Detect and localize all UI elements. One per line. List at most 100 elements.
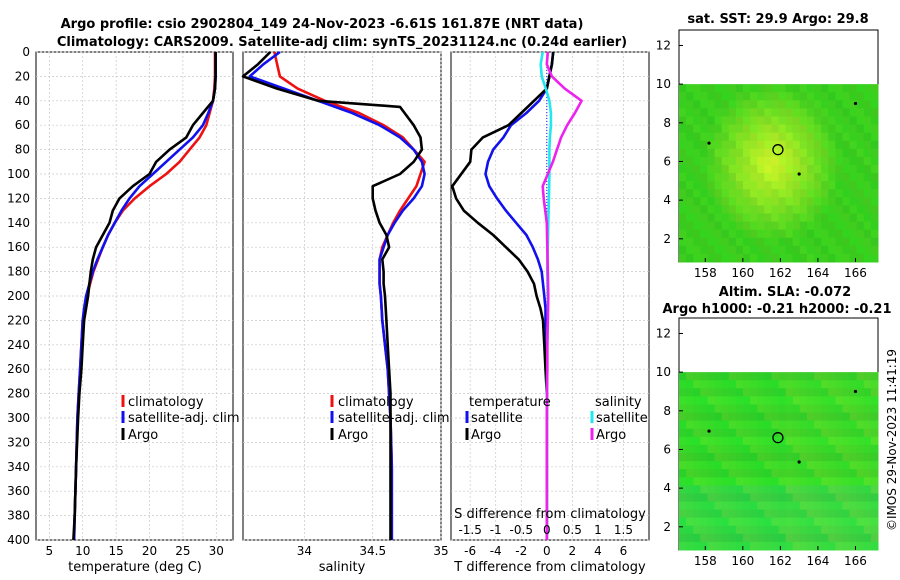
map-cell (721, 396, 730, 405)
map-cell (750, 84, 758, 93)
map-cell (806, 173, 815, 182)
legend-label-t-satellite: satellite (471, 411, 523, 426)
map-cell (714, 428, 723, 438)
map-cell (771, 197, 779, 206)
map-y-tick-label: 8 (663, 116, 671, 130)
map-cell (821, 132, 829, 142)
map-cell (842, 436, 851, 446)
map-cell (735, 461, 744, 470)
map-cell (814, 229, 822, 239)
s-tick-label: -0.5 (510, 523, 533, 537)
map-cell (714, 444, 723, 454)
map-cell (750, 245, 758, 255)
map-cell (792, 509, 801, 519)
map-cell (693, 444, 701, 454)
map-cell (707, 444, 716, 454)
map-cell (863, 420, 872, 430)
map-cell (771, 388, 779, 397)
map-cell (799, 237, 808, 247)
map-cell (806, 148, 815, 158)
map-cell (735, 132, 744, 142)
map-cell (806, 132, 815, 142)
map-cell (721, 428, 730, 438)
map-cell (870, 485, 879, 494)
map-cell (799, 189, 808, 198)
map-cell (842, 92, 851, 101)
map-cell (700, 173, 708, 182)
map-cell (693, 436, 701, 446)
map-cell (693, 420, 701, 430)
map-cell (821, 164, 829, 174)
map-cell (842, 485, 851, 494)
map-cell (679, 173, 687, 182)
map-cell (835, 181, 843, 190)
map-cell (778, 452, 787, 462)
map-cell (778, 420, 787, 430)
map-cell (750, 501, 758, 511)
map-cell (735, 396, 744, 405)
map-cell (679, 197, 687, 206)
map-cell (821, 124, 829, 134)
map-y-tick-label: 2 (663, 520, 671, 534)
map-cell (856, 189, 865, 198)
x-tick-label: 25 (175, 544, 190, 558)
map-cell (806, 461, 815, 470)
map-cell (785, 245, 794, 255)
map-cell (714, 140, 723, 150)
map-cell (842, 388, 851, 397)
map-cell (728, 404, 737, 414)
map-cell (799, 253, 808, 263)
map-cell (735, 124, 744, 134)
map-cell (856, 164, 865, 174)
map-cell (842, 189, 851, 198)
map-cell (863, 156, 872, 166)
map-cell (700, 213, 708, 223)
map-cell (814, 436, 822, 446)
map-cell (757, 164, 765, 174)
map-cell (721, 517, 730, 527)
map-cell (863, 380, 872, 389)
map-cell (856, 173, 865, 182)
map-cell (842, 412, 851, 422)
map-cell (700, 493, 708, 502)
map-cell (707, 108, 716, 117)
map-cell (806, 517, 815, 527)
map-cell (828, 205, 836, 214)
map-cell (778, 372, 787, 381)
map-cell (856, 501, 865, 511)
map-cell (742, 525, 751, 535)
map-cell (778, 181, 787, 190)
map-cell (735, 100, 744, 109)
salinity-legend: climatology satellite-adj. clim Argo (330, 395, 450, 443)
map-cell (814, 485, 822, 494)
map-cell (714, 197, 723, 206)
map-cell (735, 205, 744, 214)
map-cell (735, 469, 744, 478)
map-cell (835, 469, 843, 478)
map-cell (792, 469, 801, 478)
map-cell (870, 541, 879, 551)
map-cell (870, 132, 879, 142)
map-cell (721, 444, 730, 454)
map-cell (742, 124, 751, 134)
map-cell (707, 517, 716, 527)
map-cell (792, 428, 801, 438)
map-cell (693, 213, 701, 223)
map-cell (721, 372, 730, 381)
map-cell (806, 388, 815, 397)
map-cell (757, 253, 765, 263)
map-cell (870, 164, 879, 174)
map-cell (679, 221, 687, 231)
map-cell (735, 436, 744, 446)
map-cell (814, 509, 822, 519)
map-cell (828, 100, 836, 109)
map-cell (771, 253, 779, 263)
map-cell (679, 237, 687, 247)
map-cell (842, 84, 851, 93)
map-cell (700, 100, 708, 109)
map-cell (764, 92, 772, 101)
map-cell (686, 197, 694, 206)
map-cell (757, 452, 765, 462)
map-cell (863, 213, 872, 223)
map-cell (757, 237, 765, 247)
